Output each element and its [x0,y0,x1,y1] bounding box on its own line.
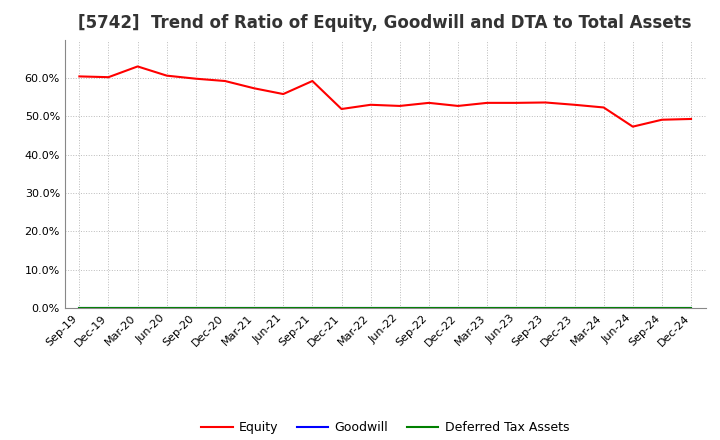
Deferred Tax Assets [308,305,317,311]
Equity [337,106,346,112]
Title: [5742]  Trend of Ratio of Equity, Goodwill and DTA to Total Assets: [5742] Trend of Ratio of Equity, Goodwil… [78,15,692,33]
Legend: Equity, Goodwill, Deferred Tax Assets: Equity, Goodwill, Deferred Tax Assets [197,416,574,439]
Deferred Tax Assets [279,305,287,311]
Goodwill [337,305,346,311]
Deferred Tax Assets [395,305,404,311]
Goodwill [163,305,171,311]
Goodwill [133,305,142,311]
Equity [163,73,171,78]
Equity [75,74,84,79]
Goodwill [395,305,404,311]
Goodwill [75,305,84,311]
Deferred Tax Assets [687,305,696,311]
Equity [483,100,492,106]
Deferred Tax Assets [104,305,113,311]
Goodwill [512,305,521,311]
Goodwill [599,305,608,311]
Equity [512,100,521,106]
Equity [220,78,229,84]
Goodwill [454,305,462,311]
Equity [657,117,666,122]
Deferred Tax Assets [570,305,579,311]
Goodwill [687,305,696,311]
Deferred Tax Assets [133,305,142,311]
Equity [133,64,142,69]
Equity [629,124,637,129]
Deferred Tax Assets [657,305,666,311]
Deferred Tax Assets [512,305,521,311]
Equity [250,86,258,91]
Goodwill [657,305,666,311]
Equity [192,76,200,81]
Equity [541,100,550,105]
Deferred Tax Assets [425,305,433,311]
Equity [687,116,696,121]
Goodwill [308,305,317,311]
Equity [104,74,113,80]
Deferred Tax Assets [75,305,84,311]
Goodwill [541,305,550,311]
Deferred Tax Assets [337,305,346,311]
Deferred Tax Assets [541,305,550,311]
Equity [279,92,287,97]
Goodwill [279,305,287,311]
Equity [425,100,433,106]
Equity [366,102,375,107]
Equity [308,78,317,84]
Deferred Tax Assets [220,305,229,311]
Equity [570,102,579,107]
Deferred Tax Assets [250,305,258,311]
Deferred Tax Assets [629,305,637,311]
Deferred Tax Assets [366,305,375,311]
Goodwill [483,305,492,311]
Deferred Tax Assets [192,305,200,311]
Deferred Tax Assets [483,305,492,311]
Goodwill [629,305,637,311]
Equity [454,103,462,109]
Deferred Tax Assets [599,305,608,311]
Goodwill [425,305,433,311]
Goodwill [570,305,579,311]
Equity [395,103,404,109]
Deferred Tax Assets [163,305,171,311]
Goodwill [104,305,113,311]
Deferred Tax Assets [454,305,462,311]
Line: Equity: Equity [79,66,691,127]
Equity [599,105,608,110]
Goodwill [250,305,258,311]
Goodwill [220,305,229,311]
Goodwill [366,305,375,311]
Goodwill [192,305,200,311]
